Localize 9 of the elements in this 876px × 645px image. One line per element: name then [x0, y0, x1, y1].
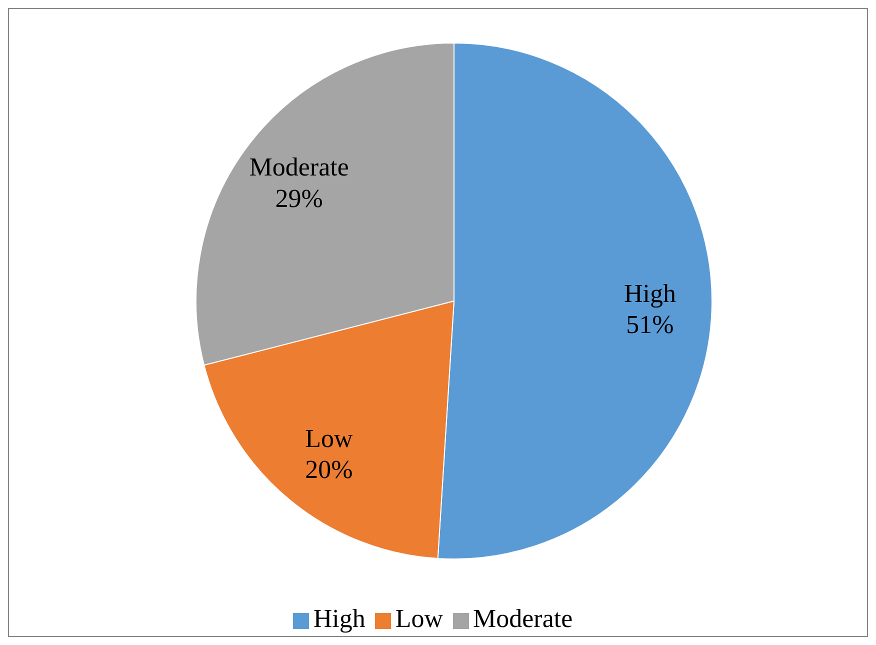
data-label: 20% — [305, 455, 353, 484]
slice-label: Moderate — [249, 152, 349, 182]
legend-label: High — [313, 604, 366, 633]
slice-label: Low — [305, 424, 354, 453]
data-label: 51% — [626, 310, 674, 340]
legend-label: Moderate — [473, 604, 573, 633]
data-label: 29% — [275, 184, 323, 213]
slice-label: High — [624, 278, 676, 308]
legend-label: Low — [395, 604, 444, 633]
